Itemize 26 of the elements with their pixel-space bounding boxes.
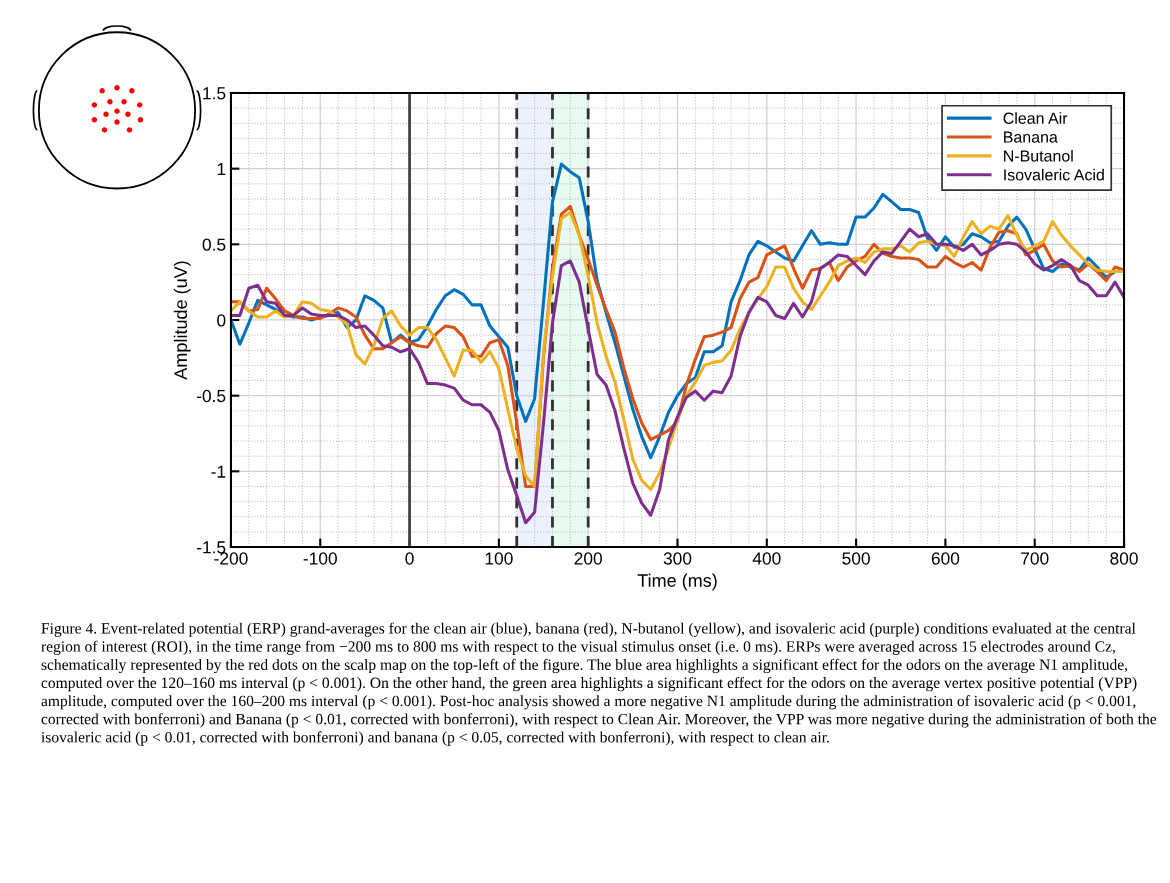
caption: Figure 4. Event-related potential (ERP) grand-averages for the clean air (blue), banana (red), N-butanol (yellow), and isovaleric acid (purple) conditions evaluated at the central region of interest (ROI), in the time range from −200 ms to 800 ms with respect to the visual stimulus onset (i.e. 0 ms). ERPs were averaged across 15 electrodes around Cz, schematically represented by the red dots on the scalp map on the top-left of the figure. The blue area highlights a significant effect for the odors on the average N1 amplitude, computed over the 120–160 ms interval (p < 0.001). On the other hand, the green area highlights a significant effect for the odors on the average vertex positive potential (VPP) amplitude, computed over the 160–200 ms interval (p < 0.001). Post-hoc analysis showed a more negative N1 amplitude during the administration of isovaleric acid (p < 0.001, corrected with bonferroni) and Banana (p < 0.01, corrected with bonferroni), with respect to Clean Air. Moreover, the VPP was more negative during the administration of both the isovaleric acid (p < 0.01, corrected with bonferroni) and banana (p < 0.05, corrected with bonferroni), with respect to clean air. xyxy=(41,622,1157,746)
x-tick-label: -100 xyxy=(303,552,337,565)
x-tick-label: 700 xyxy=(1021,552,1049,565)
legend-label: N-Butanol xyxy=(1004,149,1073,162)
y-axis-title: Amplitude (uV) xyxy=(173,261,191,380)
y-tick-label: 0.5 xyxy=(202,238,226,251)
legend-label: Isovaleric Acid xyxy=(1004,168,1104,181)
x-tick-label: 300 xyxy=(663,552,692,565)
x-tick-label: 600 xyxy=(931,552,960,565)
x-tick-label: 100 xyxy=(485,552,513,565)
y-tick-label: -1.5 xyxy=(196,541,226,554)
y-tick-label: 0 xyxy=(217,314,226,327)
y-tick-label: -1 xyxy=(211,465,226,478)
y-tick-label: 1.5 xyxy=(203,87,226,100)
x-tick-label: 500 xyxy=(842,552,870,565)
x-tick-label: 400 xyxy=(752,552,781,565)
y-tick-label: -0.5 xyxy=(196,389,226,403)
x-tick-label: -200 xyxy=(214,552,248,565)
x-axis-title: Time (ms) xyxy=(637,573,717,591)
y-tick-label: 1 xyxy=(217,163,226,175)
legend-label: Banana xyxy=(1004,131,1058,143)
x-tick-label: 0 xyxy=(405,552,414,565)
legend-label: Clean Air xyxy=(1003,112,1068,124)
x-tick-label: 200 xyxy=(574,552,602,565)
x-tick-label: 800 xyxy=(1110,552,1138,565)
line-series xyxy=(230,227,1125,525)
